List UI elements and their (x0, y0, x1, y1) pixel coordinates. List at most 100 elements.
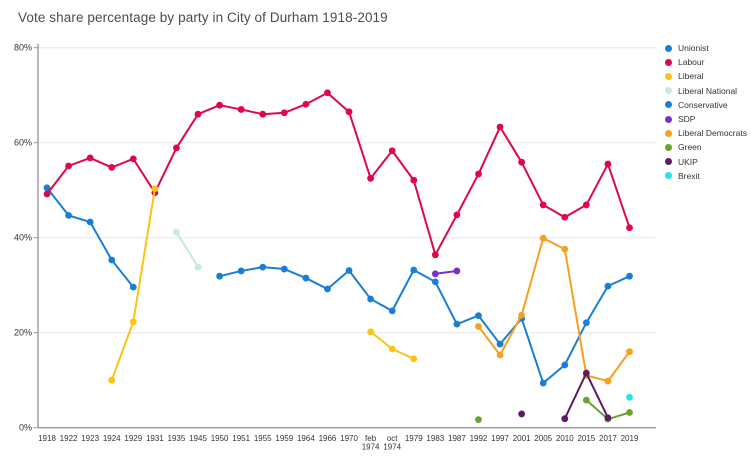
data-point-labour-1955 (259, 110, 267, 118)
data-point-labour-1950 (216, 101, 223, 109)
data-point-conservative-1987 (453, 320, 461, 328)
y-tick-label-60: 60% (14, 138, 32, 148)
series-line-labour (46, 91, 631, 256)
legend-swatch-ukip (665, 158, 672, 166)
x-tick-label-1983: 1983 (426, 434, 444, 443)
series-line-liberal-democrats (477, 237, 631, 383)
data-point-labour-1964 (302, 100, 310, 108)
data-point-conservative-1955 (259, 263, 267, 271)
legend-swatch-conservative (665, 101, 672, 109)
legend-item-liberal-national: Liberal National (665, 84, 747, 98)
data-point-conservative-1970 (345, 267, 353, 274)
data-point-labour-2005 (539, 201, 547, 209)
y-tick-label-80: 80% (14, 43, 32, 53)
x-tick-label-1979: 1979 (405, 434, 423, 443)
legend-swatch-labour (665, 58, 672, 66)
data-point-ukip-2015 (582, 369, 590, 377)
data-point-labour-1992 (475, 170, 482, 178)
data-point-conservative-2019 (626, 272, 633, 280)
data-point-conservative-1950 (216, 272, 223, 280)
data-point-liberal-democrats-2005 (539, 234, 547, 242)
legend-label-liberal: Liberal (678, 71, 704, 82)
data-point-liberal-democrats-2019 (626, 348, 633, 356)
x-tick-label-2005: 2005 (534, 434, 552, 443)
data-point-conservative-1979 (410, 266, 418, 274)
x-tick-label-2010: 2010 (556, 434, 574, 443)
data-point-labour-1979 (410, 176, 418, 184)
data-point-ukip-2017 (604, 414, 612, 422)
data-point-labour-2010 (561, 213, 569, 221)
data-point-unionist-1923 (86, 218, 94, 226)
legend-item-liberal: Liberal (665, 69, 747, 83)
legend-label-brexit: Brexit (678, 170, 700, 181)
series-line-conservative (218, 266, 631, 385)
data-point-liberal-1931 (151, 185, 159, 193)
data-point-labour-2001 (518, 158, 526, 166)
legend-item-labour: Labour (665, 55, 747, 69)
data-point-conservative-1983 (431, 278, 439, 286)
data-point-labour-2019 (626, 224, 633, 232)
x-tick-label-1918: 1918 (38, 434, 56, 443)
legend-item-ukip: UKIP (665, 155, 747, 169)
x-tick-label-1987: 1987 (448, 434, 466, 443)
x-tick-label-2019: 2019 (621, 434, 639, 443)
data-point-labour-1997 (496, 123, 504, 131)
data-point-liberal-democrats-2010 (561, 245, 569, 253)
data-point-labour-1922 (65, 162, 72, 170)
x-tick-label-1964: 1964 (297, 434, 315, 443)
data-point-labour-1924 (108, 164, 116, 171)
data-point-unionist-1918 (43, 184, 51, 192)
legend-label-labour: Labour (678, 57, 705, 68)
data-point-labour-2015 (582, 201, 590, 209)
x-tick-label-2017: 2017 (599, 434, 617, 443)
legend-swatch-liberal (665, 72, 672, 80)
x-tick-label-1923: 1923 (81, 434, 99, 443)
x-tick-label-2001: 2001 (513, 434, 531, 443)
data-point-liberal-1979 (410, 355, 418, 363)
data-point-liberal-national-1945 (194, 263, 202, 271)
legend-label-green: Green (678, 142, 702, 153)
legend-swatch-sdp (665, 115, 672, 123)
x-tick-label-1959: 1959 (275, 434, 293, 443)
x-tick-label-1992: 1992 (470, 434, 488, 443)
x-tick-label-1945: 1945 (189, 434, 207, 443)
data-point-conservative-2005 (539, 379, 547, 387)
data-point-conservative-2010 (561, 361, 569, 369)
data-point-labour-1970 (345, 108, 353, 116)
data-point-conservative-2015 (582, 319, 590, 327)
data-point-liberal-democrats-1992 (475, 323, 482, 330)
legend-swatch-green (665, 143, 672, 151)
legend-label-ukip: UKIP (678, 156, 698, 167)
y-tick-label-0: 0% (19, 423, 32, 433)
data-point-labour-1951 (237, 106, 245, 113)
data-point-labour-feb-1974 (367, 174, 375, 182)
data-point-ukip-2010 (561, 415, 569, 423)
data-point-liberal-oct-1974 (388, 345, 396, 353)
data-point-conservative-1992 (475, 312, 482, 319)
x-tick-label-1951: 1951 (232, 434, 250, 443)
legend-item-brexit: Brexit (665, 169, 747, 183)
legend-item-sdp: SDP (665, 112, 747, 126)
x-tick-label-1955: 1955 (254, 434, 272, 443)
data-point-labour-1935 (173, 144, 180, 152)
y-tick-label-40: 40% (14, 233, 32, 243)
data-point-labour-1918 (43, 190, 51, 198)
series-line-sdp (434, 269, 458, 275)
legend-item-liberal-democrats: Liberal Democrats (665, 126, 747, 140)
data-point-labour-1987 (453, 211, 461, 219)
data-point-green-2019 (626, 409, 633, 416)
data-point-labour-1929 (129, 155, 137, 163)
legend-label-unionist: Unionist (678, 43, 709, 54)
series-line-liberal-national (175, 231, 200, 269)
legend-swatch-liberal-democrats (665, 129, 672, 137)
legend-item-green: Green (665, 140, 747, 154)
x-tick-label-1924: 1924 (103, 434, 121, 443)
x-tick-label-oct-1974: oct 1974 (383, 434, 401, 452)
data-point-unionist-1922 (65, 211, 72, 219)
data-point-liberal-1924 (108, 376, 116, 384)
data-point-conservative-feb-1974 (367, 295, 375, 303)
data-point-conservative-1951 (237, 267, 245, 275)
x-tick-label-1922: 1922 (60, 434, 78, 443)
legend-item-unionist: Unionist (665, 41, 747, 55)
